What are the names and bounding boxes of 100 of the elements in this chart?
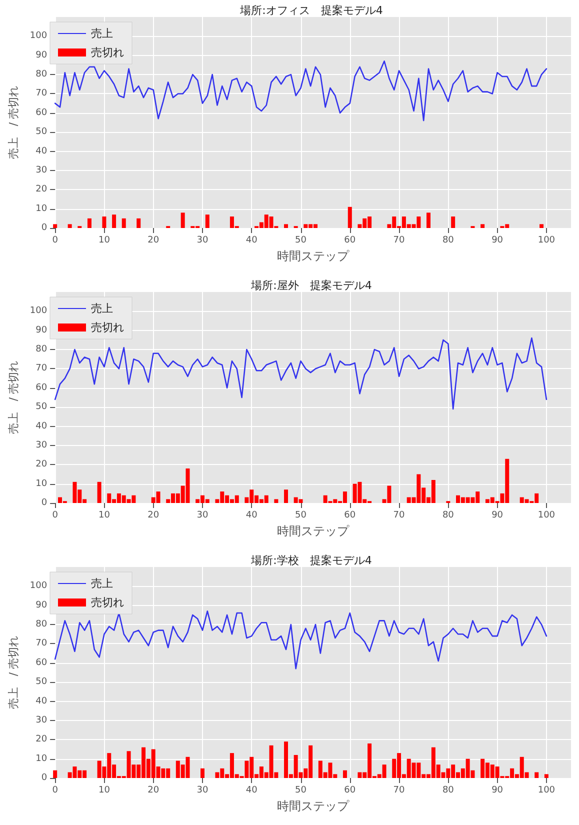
x-tick-label: 0 — [52, 786, 58, 796]
x-tick-label: 90 — [492, 236, 504, 246]
x-tick-label: 60 — [344, 786, 356, 796]
bar — [274, 499, 278, 503]
x-tick-label: 30 — [196, 236, 208, 246]
y-tick-label: 10 — [36, 204, 48, 214]
y-tick-label: 90 — [36, 600, 48, 610]
bar — [426, 212, 431, 228]
y-tick-label: 80 — [36, 620, 48, 630]
x-tick-label: 50 — [295, 510, 307, 520]
x-tick-label: 40 — [246, 786, 258, 796]
bar — [284, 490, 288, 503]
bar — [534, 772, 539, 778]
y-tick-label: 10 — [36, 754, 48, 764]
bar — [451, 216, 456, 228]
x-tick-label: 10 — [98, 786, 110, 796]
x-tick-label: 30 — [196, 786, 208, 796]
x-tick-label: 10 — [98, 510, 110, 520]
bar — [180, 212, 185, 228]
y-tick-label: 0 — [41, 223, 48, 233]
x-tick-label: 10 — [98, 236, 110, 246]
x-tick-label: 40 — [246, 510, 258, 520]
y-tick-label: 0 — [41, 773, 48, 783]
y-tick-label: 30 — [36, 165, 48, 176]
y-tick-label: 50 — [36, 402, 48, 412]
y-tick-label: 60 — [36, 108, 48, 118]
y-tick-label: 70 — [36, 638, 48, 649]
bar — [87, 218, 92, 228]
legend-label: 売上 — [91, 302, 113, 315]
x-axis-title: 時間ステップ — [277, 248, 350, 263]
y-tick-label: 90 — [36, 50, 48, 60]
chart-title: 場所:学校 提案モデル4 — [250, 554, 372, 567]
bar — [348, 206, 352, 228]
y-tick-label: 50 — [36, 127, 48, 138]
x-tick-label: 20 — [148, 510, 160, 520]
line-series — [54, 337, 548, 410]
line-series — [54, 60, 548, 122]
y-tick-label: 60 — [36, 658, 48, 668]
legend-label: 売上 — [91, 27, 113, 40]
bar — [544, 774, 548, 778]
x-tick-label: 80 — [442, 510, 454, 520]
bar — [122, 218, 126, 228]
bar — [102, 216, 106, 228]
y-tick-label: 40 — [36, 421, 48, 432]
bar — [342, 770, 347, 778]
x-tick-label: 50 — [295, 236, 307, 246]
y-tick-label: 70 — [36, 88, 48, 99]
bar — [284, 224, 288, 228]
x-axis-title: 時間ステップ — [277, 798, 350, 813]
bar — [112, 214, 116, 228]
x-tick-label: 100 — [538, 236, 556, 246]
bar — [480, 224, 485, 228]
y-tick-label: 40 — [36, 696, 48, 706]
x-tick-label: 30 — [196, 510, 208, 520]
x-tick-label: 60 — [344, 510, 356, 520]
y-tick-label: 70 — [36, 364, 48, 374]
x-tick-label: 50 — [295, 786, 307, 796]
y-tick-label: 20 — [36, 184, 48, 195]
x-tick-label: 0 — [52, 510, 58, 520]
y-tick-label: 30 — [36, 715, 48, 726]
bar — [68, 224, 72, 228]
y-tick-label: 20 — [36, 734, 48, 745]
legend-label: 売切れ — [91, 46, 124, 59]
y-tick-label: 100 — [30, 306, 48, 316]
x-tick-label: 0 — [52, 236, 58, 246]
chart-title: 場所:屋外 提案モデル4 — [250, 279, 372, 292]
legend-label: 売切れ — [91, 321, 124, 334]
x-tick-label: 70 — [393, 510, 406, 520]
y-tick-label: 40 — [36, 146, 48, 156]
x-tick-label: 100 — [538, 786, 556, 796]
y-axis-title: 売上 / 売切れ — [7, 360, 20, 434]
bar — [53, 770, 58, 778]
x-tick-label: 90 — [492, 786, 504, 796]
bar — [53, 224, 58, 228]
y-tick-label: 60 — [36, 382, 48, 393]
x-tick-label: 100 — [538, 510, 556, 520]
chart-title: 場所:オフィス 提案モデル4 — [239, 4, 383, 17]
x-tick-label: 20 — [148, 236, 160, 246]
y-tick-label: 80 — [36, 344, 48, 355]
legend-label: 売上 — [91, 577, 113, 590]
bar — [97, 482, 102, 503]
bar — [200, 768, 204, 778]
x-tick-label: 20 — [148, 786, 160, 796]
y-tick-label: 100 — [30, 31, 48, 42]
y-tick-label: 100 — [30, 581, 48, 592]
x-tick-label: 80 — [442, 786, 454, 796]
x-axis-title: 時間ステップ — [277, 524, 350, 538]
y-tick-label: 20 — [36, 460, 48, 470]
bar — [540, 224, 544, 228]
y-axis-title: 売上 / 売切れ — [7, 636, 20, 710]
x-tick-label: 60 — [344, 236, 356, 246]
legend-label: 売切れ — [91, 596, 124, 609]
line-series — [54, 610, 548, 670]
y-tick-label: 80 — [36, 70, 48, 80]
y-axis-title: 売上 / 売切れ — [7, 86, 20, 160]
bar — [205, 214, 210, 228]
x-tick-label: 80 — [442, 236, 454, 246]
x-tick-label: 70 — [393, 786, 406, 796]
y-tick-label: 90 — [36, 325, 48, 336]
y-tick-label: 10 — [36, 478, 48, 489]
